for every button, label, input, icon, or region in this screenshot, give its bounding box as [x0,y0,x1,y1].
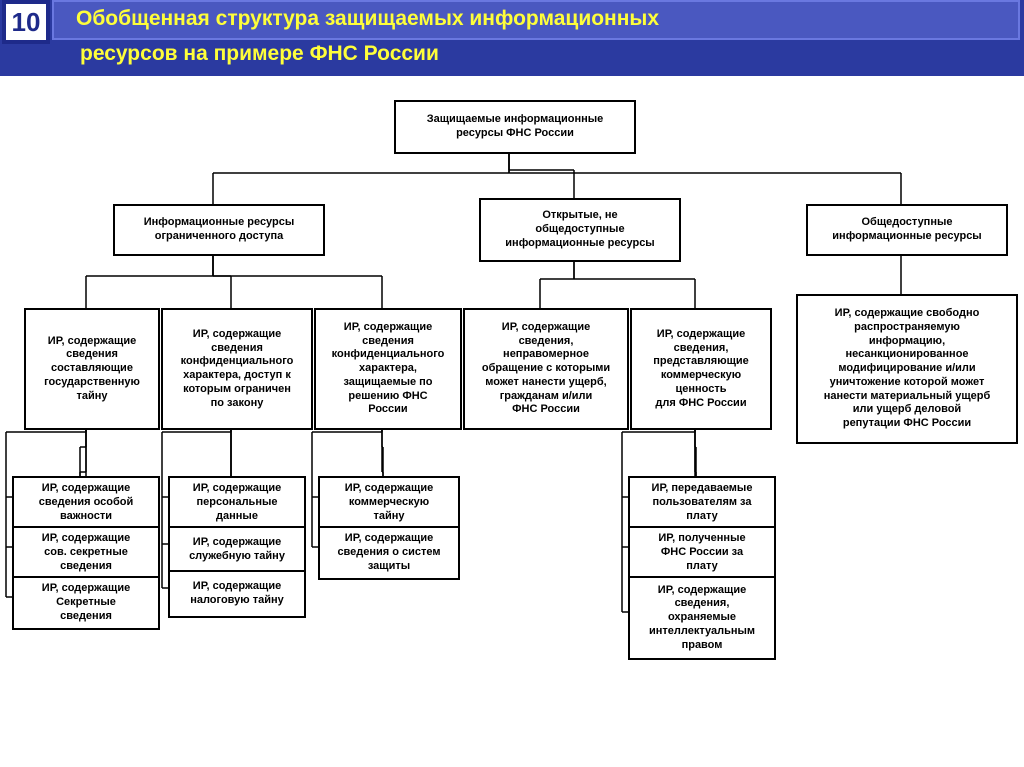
node-e2: ИР, содержащиеслужебную тайну [168,526,306,574]
node-e1: ИР, содержащиеперсональныеданные [168,476,306,530]
title-line2: ресурсов на примере ФНС России [80,40,439,68]
node-root: Защищаемые информационныересурсы ФНС Рос… [394,100,636,154]
node-c3: ИР, содержащиесведенияконфиденциальногох… [314,308,462,430]
node-g1: ИР, передаваемыепользователям заплату [628,476,776,530]
node-c2: ИР, содержащиесведенияконфиденциальногох… [161,308,313,430]
node-l1b: Открытые, необщедоступныеинформационные … [479,198,681,262]
node-g3: ИР, содержащиесведения,охраняемыеинтелле… [628,576,776,660]
node-d2: ИР, содержащиесов. секретныесведения [12,526,160,580]
node-e3: ИР, содержащиеналоговую тайну [168,570,306,618]
node-d3: ИР, содержащиеСекретныесведения [12,576,160,630]
slide-number: 10 [2,0,50,44]
node-f2: ИР, содержащиесведения о системзащиты [318,526,460,580]
node-g2: ИР, полученныеФНС России заплату [628,526,776,580]
node-d1: ИР, содержащиесведения особойважности [12,476,160,530]
node-l1c: Общедоступныеинформационные ресурсы [806,204,1008,256]
node-c1: ИР, содержащиесведениясоставляющиегосуда… [24,308,160,430]
node-c4: ИР, содержащиесведения,неправомерноеобра… [463,308,629,430]
node-f1: ИР, содержащиекоммерческуютайну [318,476,460,530]
slide-header: 10 Обобщенная структура защищаемых инфор… [0,0,1024,76]
diagram-canvas: Защищаемые информационныересурсы ФНС Рос… [4,88,1020,760]
node-c5: ИР, содержащиесведения,представляющиеком… [630,308,772,430]
node-l1a: Информационные ресурсыограниченного дост… [113,204,325,256]
title-line1: Обобщенная структура защищаемых информац… [52,0,1020,40]
node-c6: ИР, содержащие свободнораспространяемуюи… [796,294,1018,444]
